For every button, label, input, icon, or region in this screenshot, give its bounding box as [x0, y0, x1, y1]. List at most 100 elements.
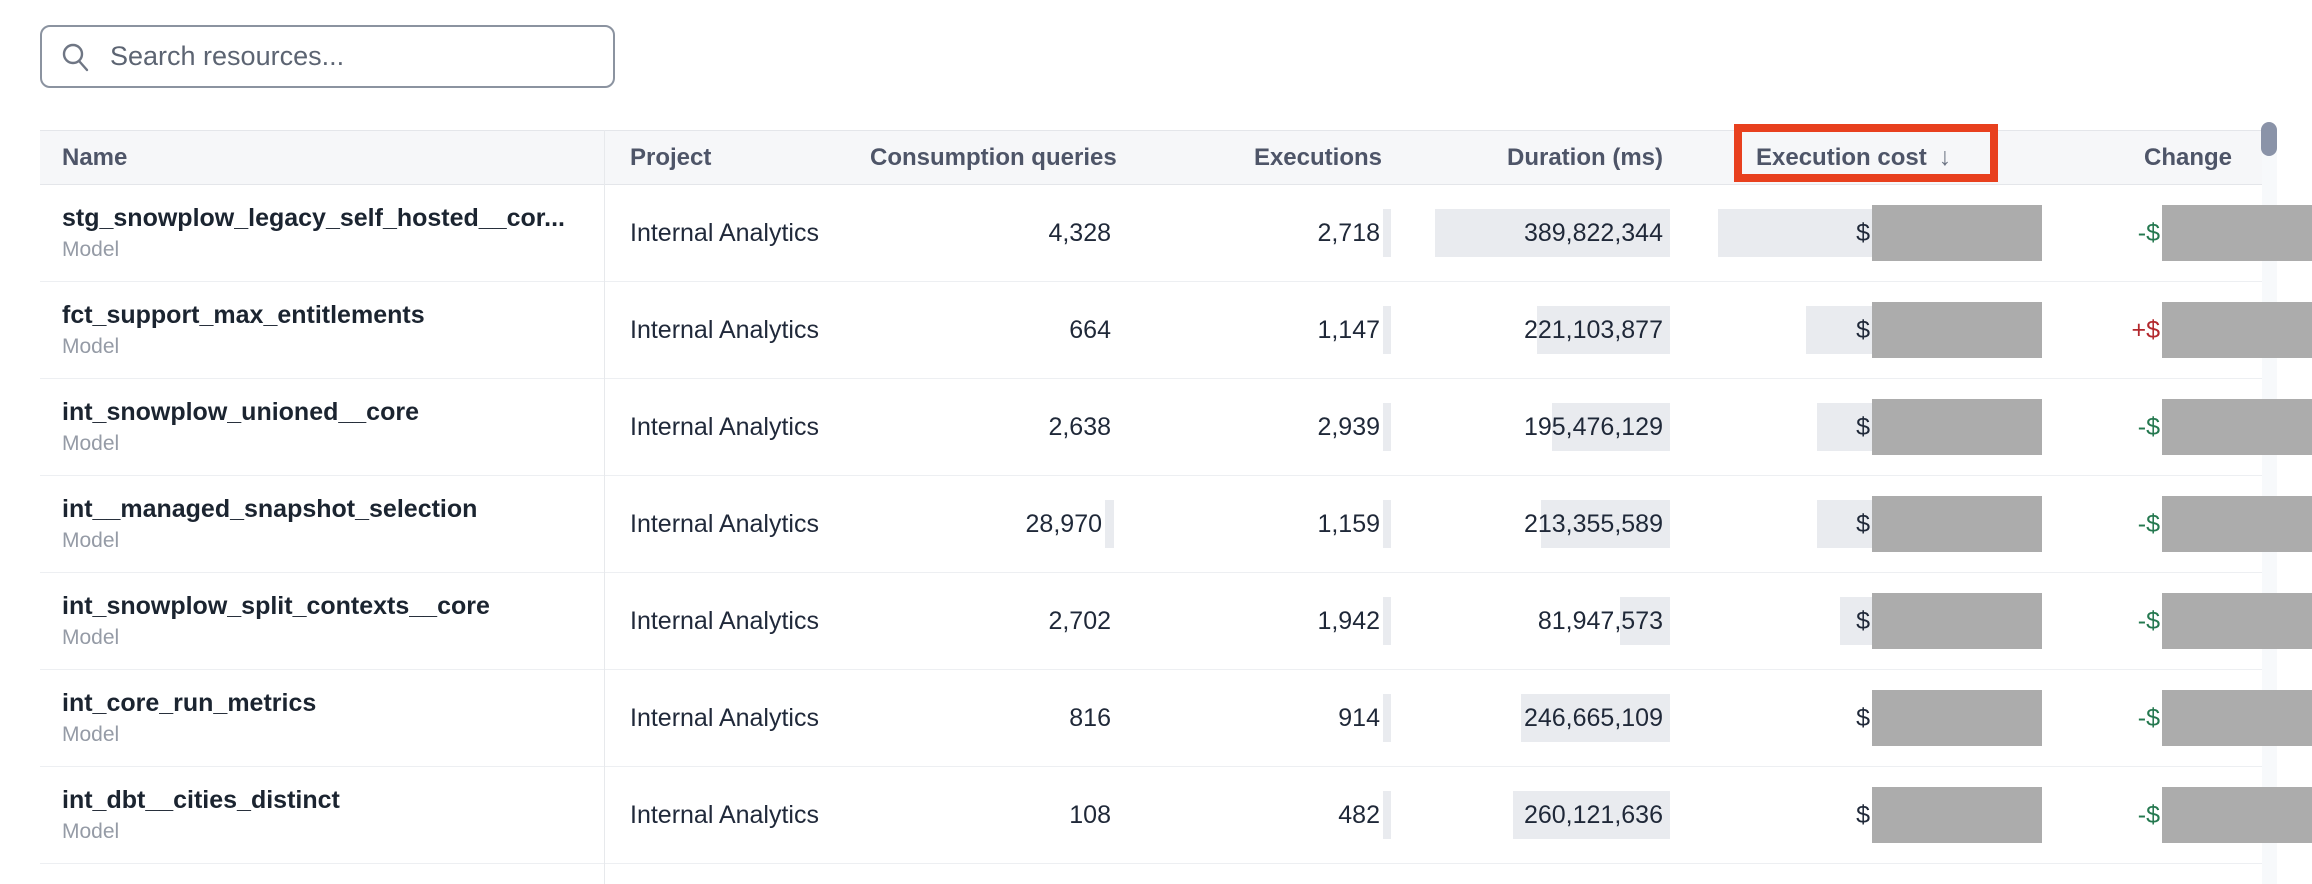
table-row[interactable]: int_core_run_metrics Model Internal Anal… [40, 670, 2312, 767]
duration-cell: 221,103,877 [1392, 306, 1672, 354]
change-sign-prefix: -$ [2137, 412, 2160, 441]
executions-bar [1383, 694, 1391, 742]
column-header-execution-cost[interactable]: Execution cost ↓ [1672, 143, 2052, 172]
table-row[interactable]: fct_support_max_entitlements Model Inter… [40, 282, 2312, 379]
consumption-queries-cell: 108 [870, 791, 1122, 839]
executions-cell: 1,159 [1122, 500, 1392, 548]
duration-highlight-bar: 389,822,344 [1435, 209, 1670, 257]
table-row[interactable]: int__managed_snapshot_selection Model In… [40, 476, 2312, 573]
resource-name-link[interactable]: int_snowplow_unioned__core [62, 398, 419, 426]
executions-bar [1383, 209, 1391, 257]
execution-cost-label: Execution cost [1756, 144, 1927, 171]
execution-cost-highlight-bar: $ [1854, 694, 1872, 742]
resource-type-label: Model [62, 335, 120, 358]
table-body: stg_snowplow_legacy_self_hosted__cor... … [40, 185, 2312, 884]
table-row[interactable]: stg_snowplow_legacy_self_hosted__cor... … [40, 185, 2312, 282]
sort-descending-icon: ↓ [1938, 143, 1952, 171]
redacted-execution-cost-value [1872, 205, 2042, 261]
duration-value: 389,822,344 [1523, 218, 1663, 247]
redacted-change-value [2162, 787, 2312, 843]
redacted-change-value [2162, 496, 2312, 552]
change-sign-prefix: -$ [2137, 218, 2160, 247]
execution-cost-currency-prefix: $ [1856, 218, 1870, 247]
resource-name-link[interactable]: stg_snowplow_legacy_self_hosted__cor... [62, 204, 565, 232]
execution-cost-cell: $ [1672, 787, 2052, 843]
resources-table: Name Project Consumption queries Executi… [40, 130, 2312, 884]
project-cell: Internal Analytics [630, 218, 819, 247]
execution-cost-highlight-bar: $ [1840, 597, 1872, 645]
resource-name-cell: int_dbt__cities_distinct Model [40, 784, 604, 846]
table-row[interactable]: int_dbt__cities_distinct Model Internal … [40, 767, 2312, 864]
table-row[interactable]: fct_dbt_project_activity Model [40, 864, 2262, 884]
execution-cost-currency-prefix: $ [1856, 606, 1870, 635]
search-icon [62, 43, 89, 71]
change-sign-prefix: -$ [2137, 606, 2160, 635]
consumption-queries-cell: 2,638 [870, 403, 1122, 451]
duration-highlight-bar: 221,103,877 [1524, 306, 1670, 354]
resource-name-link[interactable]: int_snowplow_split_contexts__core [62, 592, 490, 620]
execution-cost-cell: $ [1672, 302, 2052, 358]
redacted-execution-cost-value [1872, 399, 2042, 455]
resource-type-label: Model [62, 432, 120, 455]
consumption-queries-cell: 816 [870, 694, 1122, 742]
column-header-name[interactable]: Name [62, 143, 128, 171]
column-header-project[interactable]: Project [630, 143, 712, 171]
resource-name-link[interactable]: fct_support_max_entitlements [62, 301, 425, 329]
search-box[interactable] [40, 25, 615, 88]
duration-cell: 195,476,129 [1392, 403, 1672, 451]
column-header-change[interactable]: Change [2143, 143, 2232, 171]
executions-bar [1383, 403, 1391, 451]
resource-name-link[interactable]: int_core_run_metrics [62, 689, 317, 717]
column-header-consumption-queries[interactable]: Consumption queries [870, 143, 1117, 171]
execution-cost-cell: $ [1672, 496, 2052, 552]
execution-cost-currency-prefix: $ [1856, 412, 1870, 441]
consumption-queries-value: 2,638 [1048, 412, 1111, 441]
duration-highlight-bar: 81,947,573 [1538, 597, 1670, 645]
vertical-scrollbar-thumb[interactable] [2261, 122, 2277, 156]
search-input[interactable] [108, 40, 595, 73]
table-row[interactable]: int_snowplow_split_contexts__core Model … [40, 573, 2312, 670]
execution-cost-cell: $ [1672, 399, 2052, 455]
project-cell: Internal Analytics [630, 412, 819, 441]
project-cell: Internal Analytics [630, 703, 819, 732]
consumption-queries-cell: 2,702 [870, 597, 1122, 645]
execution-cost-highlight-bar: $ [1817, 500, 1872, 548]
column-header-duration-ms[interactable]: Duration (ms) [1507, 143, 1663, 171]
change-cell: +$ [2052, 302, 2312, 358]
consumption-queries-cell: 664 [870, 306, 1122, 354]
executions-value: 2,939 [1317, 412, 1380, 441]
table-header-row: Name Project Consumption queries Executi… [40, 130, 2262, 185]
redacted-change-value [2162, 205, 2312, 261]
executions-value: 914 [1338, 703, 1380, 732]
resource-name-cell: int_snowplow_split_contexts__core Model [40, 590, 604, 652]
change-cell: -$ [2052, 496, 2312, 552]
redacted-execution-cost-value [1872, 302, 2042, 358]
resource-name-cell: fct_support_max_entitlements Model [40, 299, 604, 361]
redacted-execution-cost-value [1872, 496, 2042, 552]
duration-highlight-bar: 246,665,109 [1521, 694, 1670, 742]
executions-cell: 1,942 [1122, 597, 1392, 645]
execution-cost-cell: $ [1672, 593, 2052, 649]
executions-cell: 914 [1122, 694, 1392, 742]
resource-name-link[interactable]: int_dbt__cities_distinct [62, 786, 340, 814]
resource-type-label: Model [62, 820, 120, 843]
execution-cost-highlight-bar: $ [1854, 791, 1872, 839]
change-sign-prefix: -$ [2137, 509, 2160, 538]
duration-cell: 81,947,573 [1392, 597, 1672, 645]
execution-cost-cell: $ [1672, 205, 2052, 261]
executions-value: 1,942 [1317, 606, 1380, 635]
resource-name-link[interactable]: int__managed_snapshot_selection [62, 495, 478, 523]
change-cell: -$ [2052, 690, 2312, 746]
duration-value: 260,121,636 [1523, 800, 1663, 829]
table-row[interactable]: int_snowplow_unioned__core Model Interna… [40, 379, 2312, 476]
project-cell: Internal Analytics [630, 800, 819, 829]
name-column-divider [604, 130, 605, 884]
execution-cost-highlight-bar: $ [1817, 403, 1872, 451]
executions-bar [1383, 791, 1391, 839]
column-header-executions[interactable]: Executions [1253, 143, 1382, 171]
resource-name-cell: int__managed_snapshot_selection Model [40, 493, 604, 555]
executions-bar [1383, 500, 1391, 548]
executions-value: 1,147 [1317, 315, 1380, 344]
executions-value: 2,718 [1317, 218, 1380, 247]
executions-bar [1383, 597, 1391, 645]
